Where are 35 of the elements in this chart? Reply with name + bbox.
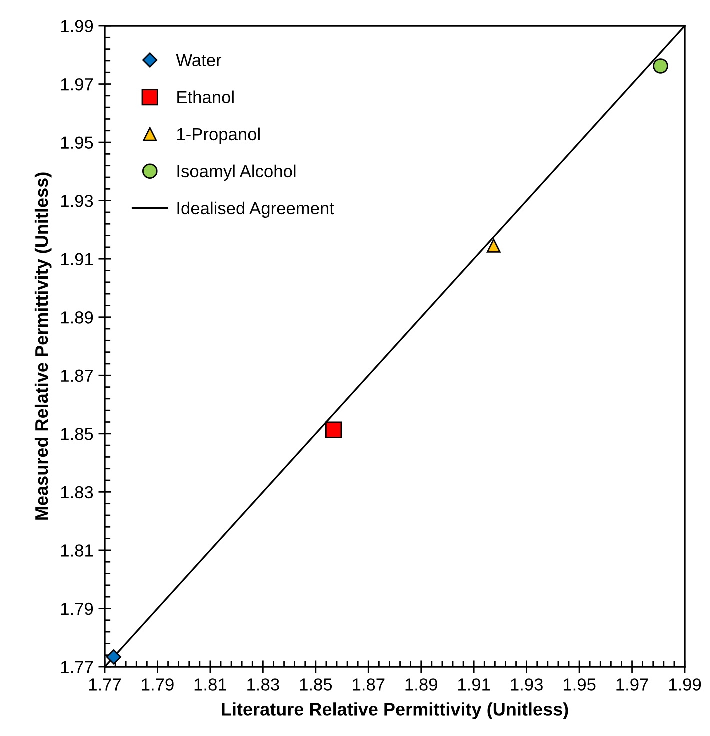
point — [486, 239, 501, 253]
x-axis-title: Literature Relative Permittivity (Unitless) — [222, 702, 568, 720]
point — [326, 422, 342, 438]
y-tick-label: 1.81 — [61, 544, 94, 557]
y-tick-label: 1.87 — [61, 370, 94, 382]
y-tick-label: 1.83 — [61, 486, 94, 499]
y-tick-label: 1.85 — [61, 428, 94, 440]
x-tick-label: 1.97 — [616, 678, 648, 691]
x-tick-label: 1.87 — [353, 678, 385, 691]
x-tick-label: 1.85 — [300, 678, 332, 691]
x-tick-label: 1.83 — [248, 678, 280, 691]
point — [653, 58, 668, 74]
x-tick-label: 1.81 — [194, 678, 227, 691]
x-tick-label: 1.79 — [142, 678, 174, 691]
legend-label: Ethanol — [178, 90, 234, 104]
y-tick-label: 1.95 — [61, 136, 94, 150]
point — [106, 650, 122, 665]
x-tick-label: 1.91 — [458, 678, 490, 691]
legend-label: Water — [176, 54, 222, 67]
y-tick-label: 1.99 — [61, 20, 94, 32]
x-tick-label: 1.77 — [89, 678, 122, 691]
legend-label: Idealised Agreement — [178, 202, 334, 218]
y-tick-label: 1.77 — [61, 661, 94, 674]
y-tick-label: 1.79 — [61, 602, 94, 616]
x-tick-label: 1.89 — [406, 678, 438, 691]
y-tick-label: 1.89 — [61, 312, 94, 324]
x-tick-label: 1.99 — [669, 678, 702, 691]
legend-label: 1-Propanol — [178, 128, 260, 144]
x-tick-label: 1.93 — [511, 678, 543, 691]
y-tick-label: 1.91 — [61, 253, 94, 266]
y-tick-label: 1.93 — [61, 194, 94, 208]
x-tick-label: 1.95 — [564, 678, 596, 691]
y-axis-title: Measured Relative Permittivity (Unitless) — [34, 172, 52, 520]
legend-label: Isoamyl Alcohol — [178, 164, 296, 182]
y-tick-label: 1.97 — [61, 78, 94, 91]
